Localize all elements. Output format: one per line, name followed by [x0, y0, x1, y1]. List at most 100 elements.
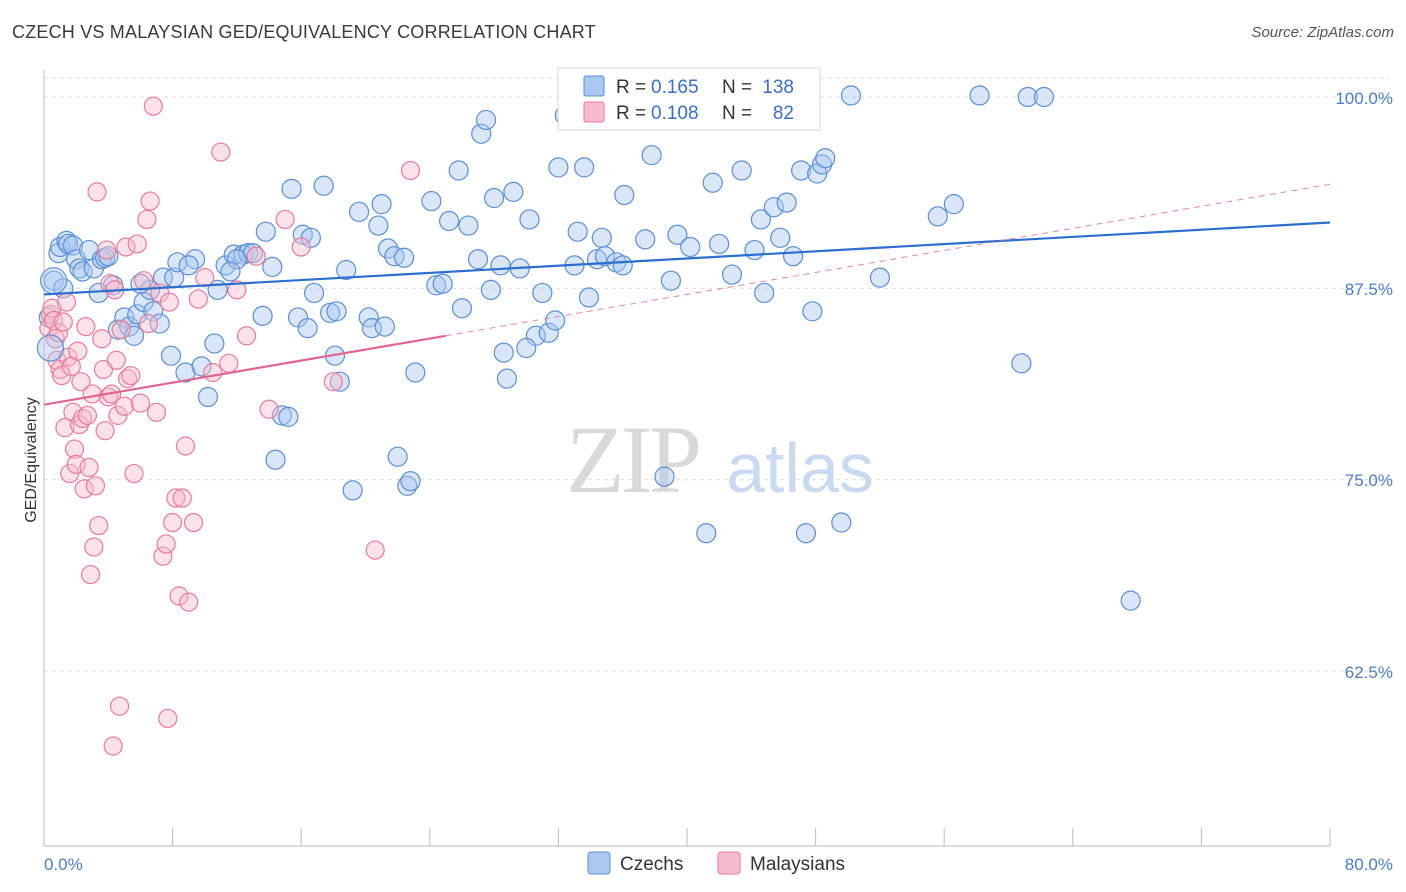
legend-r-label: R =	[616, 103, 646, 124]
czechs-point	[348, 201, 370, 222]
malaysians-point	[87, 182, 107, 202]
legend-n-value: 138	[762, 77, 794, 98]
malaysians-point	[127, 234, 147, 254]
czechs-point-large	[40, 267, 68, 295]
y-axis-title: GED/Equivalency	[23, 397, 40, 522]
malaysians-point	[211, 142, 231, 162]
czechs-point	[393, 247, 415, 268]
czechs-point	[696, 523, 717, 544]
czechs-point	[709, 233, 730, 255]
czechs-point	[791, 160, 812, 181]
czechs-point	[178, 255, 199, 276]
czechs-point	[400, 471, 421, 492]
czechs-point	[480, 279, 501, 300]
malaysians-point	[153, 546, 173, 566]
malaysians-point	[117, 369, 138, 389]
malaysians-point	[275, 209, 295, 230]
czechs-point	[361, 318, 383, 339]
malaysians-point	[246, 246, 266, 266]
y-tick-label: 75.0%	[1345, 471, 1393, 490]
legend-bottom-swatch-malaysians	[717, 851, 741, 875]
czechs-point	[612, 255, 633, 276]
malaysians-point	[109, 696, 130, 716]
malaysians-point	[130, 393, 151, 413]
y-tick-label: 62.5%	[1345, 663, 1393, 682]
malaysians-point	[291, 237, 311, 257]
czechs-point	[368, 215, 389, 236]
legend-r-label: R =	[616, 77, 646, 98]
malaysians-point	[111, 320, 131, 340]
czechs-point	[191, 356, 212, 377]
czechs-point	[405, 362, 426, 383]
legend-n-label: N =	[722, 77, 752, 98]
malaysians-point	[158, 708, 178, 729]
malaysians-point	[56, 292, 77, 312]
czechs-point	[98, 246, 119, 267]
czechs-point	[197, 386, 219, 408]
czechs-point	[458, 215, 479, 236]
czechs-point	[204, 333, 225, 354]
czechs-point	[744, 239, 765, 261]
czechs-point	[503, 181, 524, 203]
czechs-point	[326, 301, 347, 322]
malaysians-point	[166, 488, 186, 508]
czechs-point	[591, 227, 612, 248]
malaysians-point	[227, 280, 247, 300]
czechs-point	[635, 229, 656, 250]
malaysians-point	[146, 402, 167, 422]
czechs-point	[342, 480, 363, 501]
malaysians-point	[137, 209, 157, 230]
czechs-point	[451, 298, 473, 319]
malaysians-point	[259, 399, 279, 419]
czechs-point	[49, 236, 71, 258]
czechs-point	[114, 307, 135, 328]
malaysians-point	[92, 329, 112, 349]
czechs-point	[641, 145, 662, 166]
czechs-point	[574, 157, 595, 178]
trend-lines	[43, 183, 1331, 406]
czechs-point	[255, 221, 276, 242]
legend-bottom-swatch-czechs	[587, 851, 611, 875]
czechs-point	[594, 246, 616, 267]
malaysians-point	[103, 736, 123, 756]
czechs-point	[281, 178, 302, 199]
czechs-point	[438, 210, 460, 232]
czechs-point	[702, 172, 723, 193]
czechs-point	[149, 313, 170, 334]
czechs-point	[303, 282, 325, 304]
malaysians-point	[76, 317, 96, 337]
malaysians-point	[195, 268, 215, 288]
czechs-point	[1120, 590, 1141, 611]
legend-bottom-label-malaysians: Malaysians	[750, 854, 845, 875]
czechs-trend-line	[43, 221, 1331, 296]
czechs-point	[123, 325, 145, 346]
malaysians-point	[124, 463, 144, 484]
czechs-point	[782, 246, 804, 267]
data-points	[36, 83, 1141, 756]
czechs-point	[545, 310, 566, 331]
x-minor-ticks	[172, 828, 1331, 846]
malaysians-point	[74, 479, 94, 499]
czechs-point	[776, 192, 797, 213]
malaysians-point	[323, 372, 343, 392]
czechs-point	[795, 523, 817, 544]
czechs-point	[185, 249, 206, 270]
czechs-point	[840, 85, 862, 106]
malaysians-trend-line	[43, 334, 447, 406]
malaysians-point	[159, 292, 179, 312]
czechs-point	[467, 249, 489, 270]
czechs-point	[969, 85, 990, 106]
malaysians-point	[143, 96, 163, 116]
malaysians-point	[82, 384, 102, 404]
czechs-point	[927, 206, 948, 227]
czechs-point	[297, 318, 318, 339]
czechs-point	[1011, 353, 1032, 374]
legend-r-value: 0.165	[651, 77, 699, 98]
czechs-point	[262, 256, 283, 278]
malaysians-point	[172, 488, 192, 508]
czechs-point	[943, 194, 964, 215]
watermark-zip: ZIP	[566, 406, 699, 513]
czechs-point	[493, 342, 514, 363]
czechs-point	[578, 287, 600, 308]
